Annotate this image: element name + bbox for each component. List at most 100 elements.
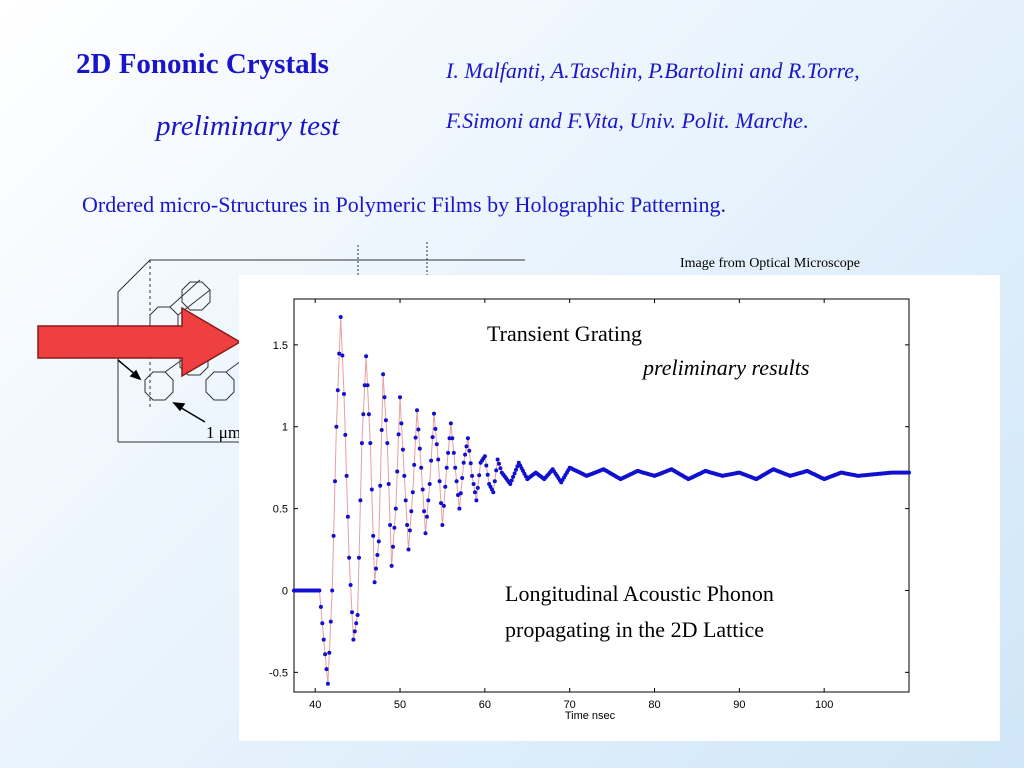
data-point bbox=[330, 588, 335, 593]
data-point bbox=[345, 514, 350, 519]
data-point bbox=[454, 479, 459, 484]
y-tick-label: 1 bbox=[282, 422, 288, 434]
lattice-schematic: 1 μm bbox=[37, 242, 525, 443]
x-axis-ticks: 40 50 60 70 80 90 100 bbox=[309, 299, 833, 711]
data-point bbox=[352, 629, 357, 634]
data-point bbox=[334, 424, 339, 429]
data-point bbox=[477, 473, 482, 478]
data-point bbox=[348, 583, 353, 587]
data-point bbox=[427, 482, 432, 486]
data-point bbox=[365, 383, 370, 388]
plot-panel: -0.5 0 0.5 1 1.5 40 50 60 70 80 90 100 Time nsec T… bbox=[239, 275, 1000, 741]
x-tick-label: 100 bbox=[815, 699, 833, 711]
data-point bbox=[508, 482, 513, 486]
data-point bbox=[511, 474, 516, 479]
data-point bbox=[340, 353, 345, 358]
y-tick-label: 1.5 bbox=[273, 340, 288, 352]
data-point bbox=[495, 457, 500, 462]
data-point bbox=[422, 509, 427, 514]
data-point bbox=[498, 466, 503, 471]
lattice-rod-line-1 bbox=[169, 279, 201, 308]
data-point bbox=[451, 450, 456, 455]
data-point bbox=[491, 490, 496, 495]
data-point bbox=[482, 454, 487, 459]
lattice-rod-3 bbox=[144, 371, 174, 401]
data-point bbox=[368, 441, 373, 446]
data-point bbox=[436, 457, 441, 462]
data-point bbox=[378, 483, 383, 488]
data-point bbox=[424, 514, 429, 519]
plot-axes-frame bbox=[293, 298, 910, 693]
slide-title: 2D Fononic Crystals bbox=[76, 48, 329, 80]
data-point bbox=[407, 528, 412, 533]
data-point bbox=[423, 531, 428, 536]
data-point bbox=[343, 432, 348, 437]
data-point bbox=[354, 621, 359, 626]
data-point bbox=[467, 448, 472, 453]
y-axis-ticks: -0.5 0 0.5 1 1.5 bbox=[269, 340, 909, 679]
data-point bbox=[386, 482, 391, 486]
data-point bbox=[350, 610, 354, 615]
lattice-rod-5 bbox=[205, 371, 235, 401]
data-point bbox=[461, 460, 466, 465]
data-point bbox=[359, 441, 364, 446]
lattice-rod-2 bbox=[181, 281, 211, 311]
data-point bbox=[338, 315, 343, 319]
data-point bbox=[335, 388, 340, 393]
data-point bbox=[453, 465, 458, 470]
data-point bbox=[463, 452, 468, 457]
pointer-arrowhead-2 bbox=[172, 402, 186, 412]
plot-annotation-line-2: propagating in the 2D Lattice bbox=[505, 617, 765, 642]
x-tick-label: 90 bbox=[733, 699, 745, 711]
data-point bbox=[420, 487, 425, 492]
data-point bbox=[331, 533, 336, 538]
data-point bbox=[444, 465, 449, 470]
data-points bbox=[292, 315, 911, 686]
authors-line-2: F.Simoni and F.Vita, Univ. Polit. Marche… bbox=[446, 108, 808, 134]
data-point bbox=[357, 555, 361, 560]
y-tick-label: -0.5 bbox=[269, 667, 288, 679]
data-point bbox=[417, 446, 422, 451]
data-point bbox=[337, 351, 342, 356]
data-point bbox=[402, 473, 407, 478]
data-point bbox=[392, 525, 397, 530]
data-point bbox=[433, 426, 438, 431]
microscope-caption: Image from Optical Microscope bbox=[680, 256, 860, 271]
data-point bbox=[460, 476, 465, 480]
data-point bbox=[342, 392, 346, 396]
data-point bbox=[447, 436, 452, 441]
data-point bbox=[512, 471, 517, 476]
data-point bbox=[907, 470, 911, 475]
data-point bbox=[430, 435, 435, 440]
data-point bbox=[432, 411, 436, 416]
data-point bbox=[410, 490, 415, 495]
data-point bbox=[400, 447, 405, 452]
data-point bbox=[324, 667, 329, 672]
data-point bbox=[383, 418, 388, 423]
data-point bbox=[385, 441, 390, 446]
data-point bbox=[358, 498, 363, 503]
x-tick-label: 70 bbox=[564, 699, 576, 711]
data-point bbox=[450, 436, 455, 441]
data-point bbox=[381, 372, 386, 377]
data-point bbox=[371, 533, 376, 538]
data-point bbox=[361, 412, 366, 417]
data-point bbox=[440, 523, 445, 527]
data-point bbox=[344, 473, 349, 478]
x-axis-label: Time nsec bbox=[565, 710, 616, 722]
data-point bbox=[382, 395, 387, 400]
plot-note-title: Transient Grating bbox=[487, 321, 643, 346]
data-point bbox=[405, 523, 410, 527]
data-point bbox=[415, 408, 419, 413]
data-point bbox=[333, 479, 337, 484]
data-point bbox=[509, 478, 514, 483]
data-point bbox=[465, 436, 470, 441]
data-point bbox=[393, 506, 398, 511]
data-point bbox=[325, 681, 330, 686]
plot-note-subtitle: preliminary results bbox=[643, 355, 810, 380]
x-tick-label: 50 bbox=[394, 699, 406, 711]
data-point bbox=[475, 485, 480, 490]
data-point bbox=[379, 428, 384, 432]
data-point bbox=[514, 467, 518, 472]
data-point bbox=[323, 652, 328, 657]
